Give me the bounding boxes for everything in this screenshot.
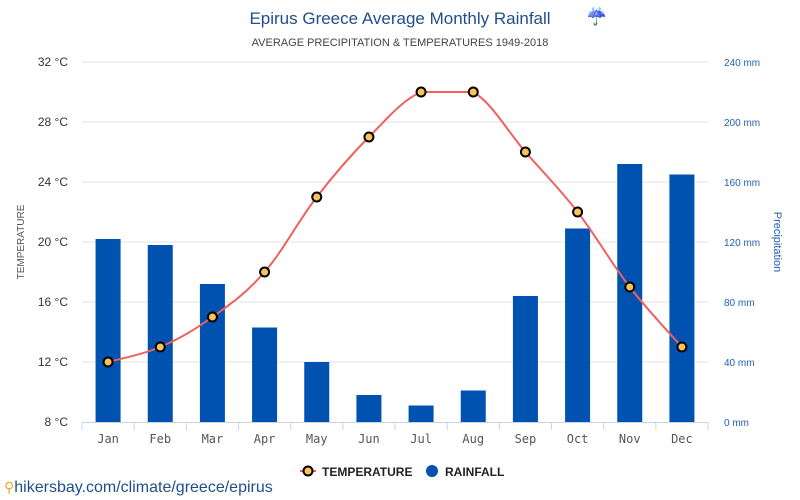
rainfall-bar-may [304,362,330,422]
source-link-text[interactable]: hikersbay.com/climate/greece/epirus [14,479,273,496]
legend: TEMPERATURE RAINFALL [300,465,504,479]
legend-item-rainfall[interactable]: RAINFALL [426,465,504,479]
x-tick-label: Mar [202,432,224,446]
umbrella-rain-icon: ☔ [586,6,607,26]
x-tick-label: Jun [358,432,380,446]
right-tick-label: 200 mm [724,118,760,129]
rainfall-bar-mar [199,284,225,422]
left-tick-label: 28 °C [38,115,68,129]
legend-label-rainfall: RAINFALL [445,465,504,479]
temperature-point-aug [467,86,479,98]
x-tick-label: Oct [567,432,589,446]
right-tick-label: 0 mm [724,418,749,429]
chart-subtitle: AVERAGE PRECIPITATION & TEMPERATURES 194… [252,37,549,49]
x-axis: Jan Feb Mar Apr May Jun Jul Aug Sep Oct Nov Dec [81,422,709,446]
temperature-point-may [311,191,323,203]
chart-title: Epirus Greece Average Monthly Rainfall [249,9,550,28]
left-tick-label: 8 °C [45,415,69,429]
x-tick-label: Jan [97,432,119,446]
temperature-point-feb [154,341,166,353]
x-tick-label: Nov [619,432,641,446]
right-axis-label: Precipitation [771,212,783,273]
rainfall-bar-feb [147,245,173,422]
source-link[interactable]: ⚲hikersbay.com/climate/greece/epirus [4,479,273,497]
right-tick-label: 120 mm [724,238,760,249]
rainfall-bar-sep [512,296,538,422]
rainfall-bar-jul [408,405,434,422]
left-tick-label: 32 °C [38,55,68,69]
x-tick-label: Apr [254,432,276,446]
left-tick-label: 12 °C [38,355,68,369]
rainfall-bar-jan [95,239,121,422]
legend-item-temperature[interactable]: TEMPERATURE [300,465,412,479]
x-tick-label: Aug [462,432,484,446]
temperature-point-nov [624,281,636,293]
left-tick-label: 24 °C [38,175,68,189]
temperature-point-oct [572,206,584,218]
left-tick-label: 20 °C [38,235,68,249]
right-tick-label: 40 mm [724,358,755,369]
right-tick-label: 240 mm [724,58,760,69]
rainfall-bar-aug [460,390,486,422]
x-tick-label: Jul [410,432,432,446]
location-pin-icon: ⚲ [4,479,15,495]
rainfall-bar-apr [252,327,278,422]
temperature-point-apr [259,266,271,278]
left-tick-label: 16 °C [38,295,68,309]
rainfall-bars [95,164,695,422]
x-tick-label: Sep [515,432,537,446]
left-axis-label: TEMPERATURE [16,204,27,279]
left-axis-ticks: 8 °C 12 °C 16 °C 20 °C 24 °C 28 °C 32 °C [38,55,68,429]
right-tick-label: 80 mm [724,298,755,309]
rainfall-bar-oct [565,228,591,422]
x-tick-label: Dec [671,432,693,446]
rainfall-bar-nov [617,164,643,422]
gridlines [82,61,708,363]
temperature-line [107,91,683,363]
temperature-point-jun [363,131,375,143]
temperature-points [102,86,688,368]
legend-label-temperature: TEMPERATURE [322,465,412,479]
rainfall-bar-jun [356,395,382,422]
temperature-point-dec [676,341,688,353]
temperature-point-jul [415,86,427,98]
legend-marker-icon [302,465,314,477]
temperature-point-sep [519,146,531,158]
right-tick-label: 160 mm [724,178,760,189]
temperature-point-mar [206,311,218,323]
legend-dot-icon [426,465,438,477]
x-tick-label: May [306,432,328,446]
rainfall-bar-dec [669,174,695,422]
right-axis-ticks: 0 mm 40 mm 80 mm 120 mm 160 mm 200 mm 240 mm [724,58,760,429]
x-tick-label: Feb [149,432,171,446]
temperature-point-jan [102,356,114,368]
